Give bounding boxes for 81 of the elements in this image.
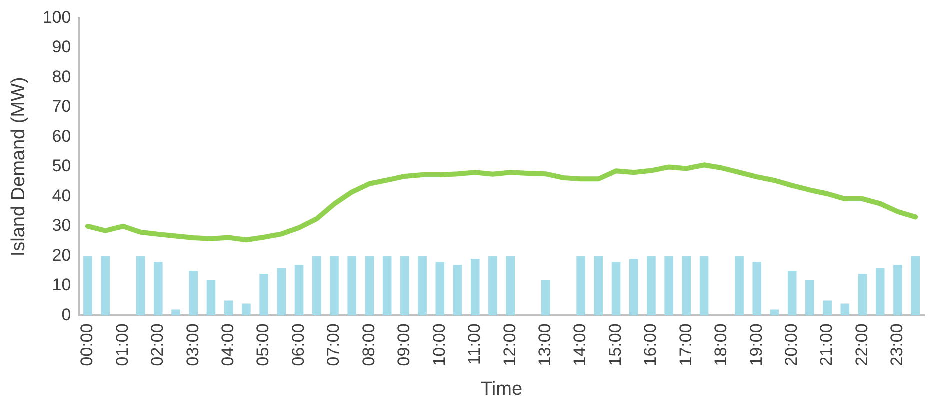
bar: [840, 304, 850, 316]
x-tick-label: 19:00: [746, 324, 766, 366]
bar: [348, 256, 357, 316]
bar: [788, 271, 797, 316]
x-tick-label: 10:00: [430, 324, 449, 366]
bar: [312, 256, 322, 316]
bar: [488, 256, 498, 316]
x-tick-label: 05:00: [254, 324, 273, 366]
y-tick-label: 10: [52, 276, 72, 295]
y-tick-label: 40: [52, 186, 72, 206]
bar: [189, 271, 198, 316]
x-tick-label: 18:00: [712, 324, 731, 366]
bar: [382, 256, 392, 316]
x-tick-label: 11:00: [465, 324, 484, 365]
bar: [541, 280, 550, 316]
bar: [206, 280, 216, 316]
x-tick-label: 21:00: [817, 324, 836, 366]
bar: [876, 268, 885, 316]
x-tick-label: 14:00: [570, 324, 590, 366]
bar: [664, 256, 674, 316]
y-tick-label: 0: [62, 305, 72, 324]
x-tick-label: 01:00: [112, 324, 132, 366]
x-tick-label: 06:00: [288, 324, 308, 366]
y-tick-label: 80: [52, 67, 72, 86]
bar: [594, 256, 604, 316]
x-tick-label: 22:00: [852, 324, 872, 366]
x-tick-label: 17:00: [676, 324, 696, 366]
bar: [84, 256, 92, 316]
y-tick-label: 60: [52, 126, 72, 146]
x-tick-label: 07:00: [324, 324, 344, 366]
y-tick-label: 20: [52, 246, 72, 265]
bar: [101, 256, 110, 316]
bar: [911, 256, 920, 316]
bar: [700, 256, 709, 316]
bar: [242, 304, 251, 316]
bar: [436, 262, 445, 316]
y-tick-label: 70: [52, 97, 72, 116]
x-tick-label: 03:00: [183, 324, 202, 366]
bar: [647, 256, 656, 316]
bar: [277, 268, 286, 316]
y-tick-label: 100: [42, 8, 72, 27]
x-tick-label: 00:00: [78, 324, 97, 366]
bar: [752, 262, 762, 316]
bar: [136, 256, 146, 316]
bar: [506, 256, 515, 316]
bar: [682, 256, 692, 316]
bar: [154, 262, 163, 316]
x-tick-label: 04:00: [218, 324, 238, 366]
bar: [858, 274, 868, 316]
x-tick-label: 13:00: [535, 324, 554, 366]
bar: [576, 256, 586, 316]
x-tick-label: 09:00: [394, 324, 414, 366]
bar: [224, 300, 234, 316]
bar: [400, 256, 410, 316]
bar: [823, 300, 832, 316]
bar: [294, 265, 304, 316]
y-tick-label: 90: [52, 38, 72, 57]
x-tick-label: 16:00: [641, 324, 660, 366]
bar: [894, 265, 902, 316]
x-axis-title: Time: [481, 378, 523, 400]
bar: [418, 256, 427, 316]
bar: [806, 280, 814, 316]
bar: [629, 259, 638, 316]
bar: [260, 274, 268, 316]
bar: [365, 256, 374, 316]
y-tick-label: 30: [52, 216, 72, 236]
x-tick-label: 12:00: [500, 324, 520, 366]
bar: [330, 256, 339, 316]
bar: [453, 265, 462, 316]
bar: [172, 310, 180, 316]
x-tick-label: 08:00: [359, 324, 378, 366]
x-tick-label: 20:00: [782, 324, 802, 366]
x-tick-label: 23:00: [888, 324, 907, 366]
bar: [770, 310, 780, 316]
bar: [612, 262, 621, 316]
bar: [470, 259, 480, 316]
y-axis-title: Island Demand (MW): [8, 77, 30, 257]
bar: [735, 256, 744, 316]
x-tick-label: 02:00: [148, 324, 168, 366]
x-tick-label: 15:00: [606, 324, 625, 366]
y-tick-label: 50: [52, 156, 72, 176]
